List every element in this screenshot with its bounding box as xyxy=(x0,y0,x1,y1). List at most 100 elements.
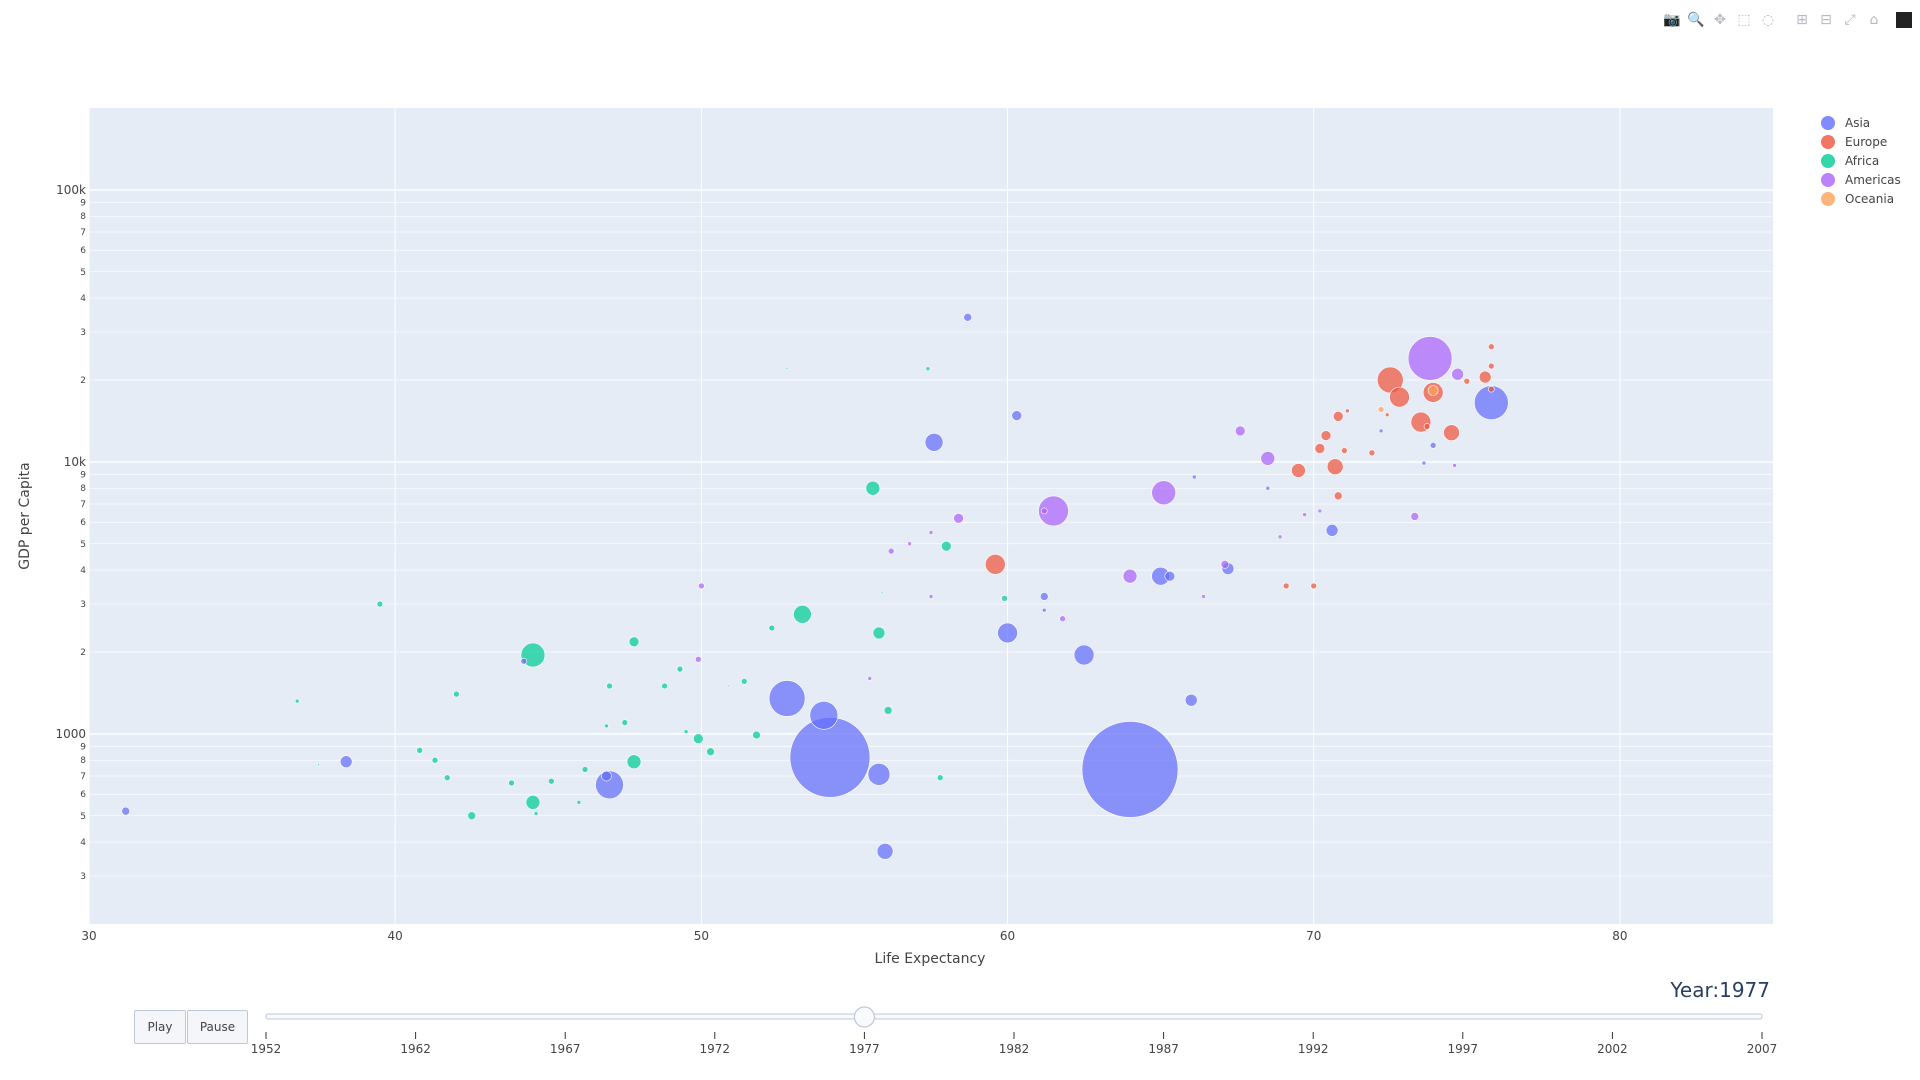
data-point-americas[interactable] xyxy=(1317,508,1323,514)
data-point-europe[interactable] xyxy=(1423,423,1431,430)
data-point-americas[interactable] xyxy=(698,582,705,590)
data-point-asia[interactable] xyxy=(121,806,131,816)
data-point-europe[interactable] xyxy=(1341,447,1348,454)
data-point-americas[interactable] xyxy=(1059,615,1066,623)
box-select-icon[interactable]: ⬚ xyxy=(1737,12,1751,28)
slider-step-label[interactable]: 1977 xyxy=(849,1042,880,1056)
slider-step-label[interactable]: 1997 xyxy=(1448,1042,1479,1056)
data-point-asia[interactable] xyxy=(963,313,973,322)
data-point-europe[interactable] xyxy=(1310,582,1318,590)
data-point-europe[interactable] xyxy=(1314,443,1326,454)
data-point-africa[interactable] xyxy=(548,777,555,785)
data-point-americas[interactable] xyxy=(928,594,934,599)
data-point-asia[interactable] xyxy=(789,717,871,798)
legend-item-europe[interactable]: Europe xyxy=(1845,135,1887,149)
data-point-europe[interactable] xyxy=(1326,458,1344,476)
data-point-asia[interactable] xyxy=(1073,644,1095,666)
data-point-europe[interactable] xyxy=(1282,582,1290,590)
slider-step-label[interactable]: 2002 xyxy=(1597,1042,1628,1056)
data-point-europe[interactable] xyxy=(1320,430,1332,441)
slider-step-label[interactable]: 1987 xyxy=(1148,1042,1179,1056)
data-point-asia[interactable] xyxy=(924,433,944,452)
data-point-africa[interactable] xyxy=(604,723,609,729)
slider-step-label[interactable]: 1992 xyxy=(1298,1042,1329,1056)
data-point-americas[interactable] xyxy=(1451,367,1464,381)
slider-handle[interactable] xyxy=(853,1006,876,1028)
data-point-africa[interactable] xyxy=(376,600,384,608)
data-point-africa[interactable] xyxy=(576,800,582,805)
modebar[interactable]: 📷 🔍 ✥ ⬚ ◌ ⊞ ⊟ ⤢ ⌂ xyxy=(1662,10,1912,30)
data-point-asia[interactable] xyxy=(867,763,891,786)
data-point-africa[interactable] xyxy=(936,774,944,782)
slider-step-label[interactable]: 2007 xyxy=(1747,1042,1778,1056)
legend-item-africa[interactable]: Africa xyxy=(1845,154,1879,168)
data-point-asia[interactable] xyxy=(1474,385,1509,421)
data-point-africa[interactable] xyxy=(683,729,689,734)
data-point-americas[interactable] xyxy=(1040,507,1048,515)
data-point-africa[interactable] xyxy=(431,756,439,764)
data-point-americas[interactable] xyxy=(1452,463,1457,468)
data-point-asia[interactable] xyxy=(339,755,353,769)
zoom-in-icon[interactable]: ⊞ xyxy=(1796,12,1808,28)
year-slider[interactable]: 1952 1962 1967 1972 1977 1982 1987 1992 1997 2002… xyxy=(251,1006,1778,1056)
data-point-americas[interactable] xyxy=(953,513,964,524)
legend-item-asia[interactable]: Asia xyxy=(1845,116,1870,130)
data-point-asia[interactable] xyxy=(1192,474,1197,480)
slider-step-label[interactable]: 1962 xyxy=(400,1042,431,1056)
data-point-europe[interactable] xyxy=(1488,362,1495,370)
data-point-africa[interactable] xyxy=(317,763,320,767)
data-point-europe[interactable] xyxy=(1345,408,1350,414)
data-point-oceania[interactable] xyxy=(1427,385,1439,396)
data-point-asia[interactable] xyxy=(1011,410,1023,421)
lasso-select-icon[interactable]: ◌ xyxy=(1761,12,1775,28)
legend[interactable]: Asia Europe Africa Americas Oceania xyxy=(1821,116,1901,206)
data-point-africa[interactable] xyxy=(880,591,884,595)
data-point-africa[interactable] xyxy=(525,795,541,810)
reset-axes-icon[interactable]: ⌂ xyxy=(1869,12,1879,28)
data-point-asia[interactable] xyxy=(1378,428,1384,434)
data-point-africa[interactable] xyxy=(752,730,761,740)
legend-item-oceania[interactable]: Oceania xyxy=(1845,192,1894,206)
plotly-logo-icon[interactable] xyxy=(1896,12,1912,28)
data-point-asia[interactable] xyxy=(1081,721,1179,818)
data-point-africa[interactable] xyxy=(925,366,931,372)
data-point-europe[interactable] xyxy=(1384,412,1390,418)
data-point-africa[interactable] xyxy=(443,774,451,782)
data-point-americas[interactable] xyxy=(1410,512,1420,521)
data-point-asia[interactable] xyxy=(1184,693,1198,707)
data-point-europe[interactable] xyxy=(1488,385,1495,393)
data-point-africa[interactable] xyxy=(785,367,789,371)
data-point-americas[interactable] xyxy=(1234,425,1246,437)
data-point-africa[interactable] xyxy=(693,733,704,745)
data-point-africa[interactable] xyxy=(727,684,731,688)
data-point-americas[interactable] xyxy=(1407,336,1453,381)
zoom-out-icon[interactable]: ⊟ xyxy=(1820,12,1832,28)
data-point-europe[interactable] xyxy=(1332,411,1344,422)
data-point-americas[interactable] xyxy=(1201,594,1206,599)
data-point-africa[interactable] xyxy=(706,747,715,756)
data-point-africa[interactable] xyxy=(872,626,886,640)
data-point-asia[interactable] xyxy=(1421,460,1427,466)
data-point-americas[interactable] xyxy=(928,530,934,535)
pause-button[interactable]: Pause xyxy=(187,1010,248,1044)
data-point-africa[interactable] xyxy=(606,682,613,690)
data-point-americas[interactable] xyxy=(1122,568,1138,584)
data-point-africa[interactable] xyxy=(628,636,640,648)
data-point-asia[interactable] xyxy=(1041,607,1047,613)
data-point-americas[interactable] xyxy=(1260,451,1276,466)
legend-item-americas[interactable]: Americas xyxy=(1845,173,1901,187)
data-point-asia[interactable] xyxy=(1429,442,1437,449)
data-point-americas[interactable] xyxy=(1277,534,1283,540)
data-point-africa[interactable] xyxy=(768,624,776,632)
data-point-americas[interactable] xyxy=(1038,495,1069,527)
data-point-africa[interactable] xyxy=(661,682,668,690)
data-point-africa[interactable] xyxy=(467,811,477,821)
data-point-europe[interactable] xyxy=(1488,343,1495,351)
play-button[interactable]: Play xyxy=(134,1010,186,1044)
data-point-africa[interactable] xyxy=(621,719,629,726)
data-point-africa[interactable] xyxy=(581,766,589,773)
slider-rail[interactable] xyxy=(265,1013,1763,1020)
slider-step-label[interactable]: 1952 xyxy=(251,1042,282,1056)
data-point-americas[interactable] xyxy=(1302,512,1307,517)
data-point-europe[interactable] xyxy=(1478,370,1492,384)
